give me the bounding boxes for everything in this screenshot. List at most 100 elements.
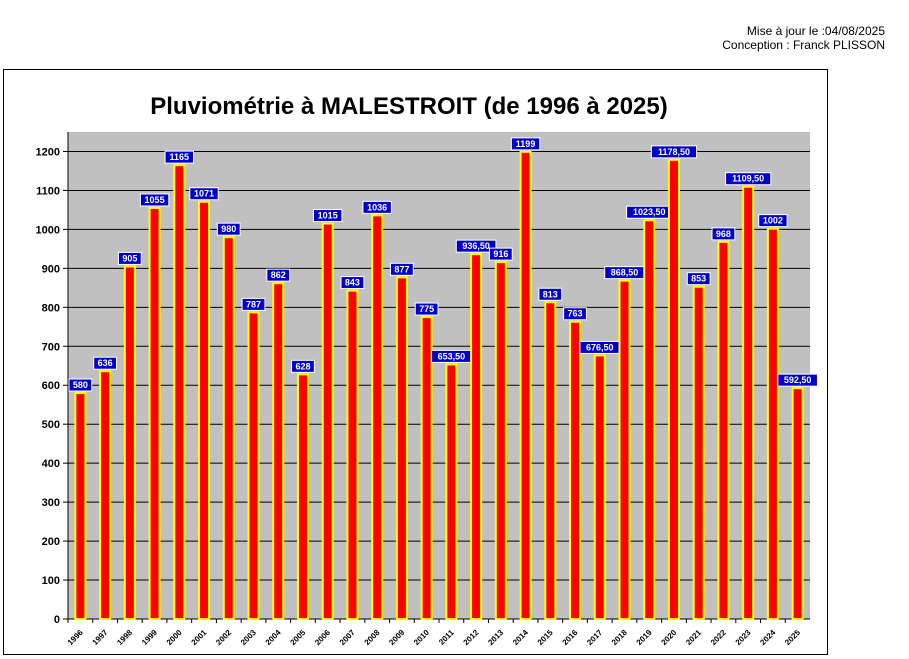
data-label: 1109,50 — [732, 174, 764, 184]
data-label: 580 — [73, 380, 88, 390]
x-tick-label: 2017 — [585, 628, 604, 647]
data-label: 676,50 — [586, 342, 614, 352]
data-label: 1015 — [318, 211, 338, 221]
x-tick-label: 2024 — [758, 628, 777, 647]
data-label: 1055 — [145, 195, 165, 205]
data-label-box — [139, 193, 170, 207]
bar — [519, 150, 532, 620]
data-label: 1002 — [763, 216, 783, 226]
data-label: 1071 — [194, 189, 214, 199]
bar — [173, 164, 186, 620]
data-label-box — [291, 359, 315, 373]
data-label: 877 — [394, 264, 409, 274]
data-label-box — [241, 297, 266, 311]
bar — [445, 363, 458, 620]
y-tick-label: 1000 — [36, 224, 60, 236]
x-tick-label: 2025 — [783, 628, 802, 647]
data-label-box — [538, 287, 563, 301]
data-label-box — [117, 251, 142, 265]
x-tick-label: 2020 — [659, 628, 678, 647]
chart-frame: Pluviométrie à MALESTROIT (de 1996 à 202… — [3, 69, 828, 655]
bar — [371, 214, 384, 621]
data-label-box — [313, 209, 343, 223]
data-label: 936,50 — [462, 241, 490, 251]
data-label-box — [414, 302, 439, 316]
bar — [148, 206, 161, 621]
x-tick-label: 2007 — [338, 628, 357, 647]
bar — [272, 282, 285, 620]
bar — [222, 236, 235, 621]
data-label: 868,50 — [611, 268, 639, 278]
bar — [99, 370, 112, 620]
bar — [569, 320, 582, 620]
data-label: 916 — [493, 249, 508, 259]
data-label: 980 — [221, 224, 236, 234]
x-tick-label: 2000 — [165, 628, 184, 647]
data-label: 968 — [716, 229, 731, 239]
x-tick-label: 2010 — [412, 628, 431, 647]
bar — [470, 253, 483, 621]
bar — [296, 373, 309, 620]
x-tick-label: 1996 — [66, 628, 85, 647]
data-label-box — [650, 145, 698, 159]
x-tick-label: 2014 — [511, 628, 530, 647]
bar — [395, 276, 408, 620]
data-label-box — [266, 268, 291, 282]
bar — [692, 285, 705, 620]
x-tick-label: 2019 — [635, 628, 654, 647]
data-label-box — [563, 307, 587, 321]
y-tick-label: 1100 — [36, 185, 60, 197]
x-tick-label: 2005 — [288, 628, 307, 647]
data-label-box — [68, 378, 93, 392]
y-tick-label: 800 — [42, 302, 60, 314]
bar — [346, 289, 359, 620]
bar — [593, 354, 606, 620]
data-label-box — [725, 172, 772, 186]
x-tick-label: 2012 — [462, 628, 481, 647]
bar — [74, 392, 87, 621]
data-label-box — [686, 272, 711, 286]
bar — [717, 240, 730, 621]
data-label: 1165 — [170, 152, 190, 162]
x-tick-label: 1999 — [140, 628, 159, 647]
data-label: 1023,50 — [633, 207, 666, 217]
x-tick-label: 2004 — [264, 628, 283, 647]
header-info: Mise à jour le :04/08/2025 Conception : … — [722, 24, 885, 52]
bar — [643, 219, 656, 620]
data-label: 653,50 — [438, 351, 466, 361]
x-tick-label: 2013 — [486, 628, 505, 647]
data-label: 775 — [419, 304, 434, 314]
x-tick-label: 2016 — [560, 628, 579, 647]
bar — [667, 158, 680, 620]
y-tick-label: 200 — [42, 536, 60, 548]
x-tick-label: 2022 — [709, 628, 728, 647]
data-label: 787 — [246, 299, 261, 309]
bar — [791, 387, 804, 620]
x-tick-label: 2001 — [189, 628, 208, 647]
rainfall-chart: Pluviométrie à MALESTROIT (de 1996 à 202… — [36, 93, 818, 647]
x-tick-label: 2018 — [610, 628, 629, 647]
y-tick-label: 400 — [42, 458, 60, 470]
y-tick-label: 1200 — [36, 146, 60, 158]
y-tick-label: 700 — [42, 341, 60, 353]
data-label-box — [758, 214, 788, 228]
bar — [420, 316, 433, 620]
data-label: 592,50 — [784, 375, 812, 385]
x-tick-label: 2011 — [437, 628, 456, 647]
bar — [766, 227, 779, 621]
data-label: 1036 — [367, 202, 387, 212]
x-tick-label: 2009 — [387, 628, 406, 647]
data-label: 1178,50 — [658, 147, 690, 157]
x-tick-label: 2023 — [734, 628, 753, 647]
data-label-box — [488, 247, 513, 261]
x-tick-label: 2008 — [363, 628, 382, 647]
data-label: 905 — [122, 253, 137, 263]
data-label: 853 — [691, 274, 706, 284]
y-tick-label: 600 — [42, 380, 60, 392]
x-tick-label: 2015 — [536, 628, 555, 647]
bar — [247, 311, 260, 620]
bar — [544, 301, 557, 621]
bar — [494, 261, 507, 620]
y-tick-label: 0 — [54, 614, 60, 626]
y-tick-label: 500 — [42, 419, 60, 431]
